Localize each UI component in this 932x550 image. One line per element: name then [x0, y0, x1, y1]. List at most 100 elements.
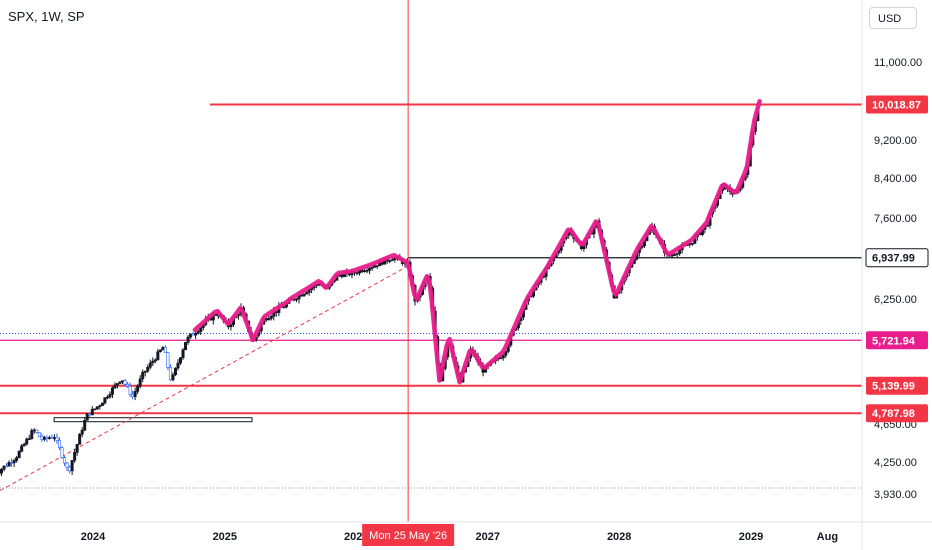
candle-body — [499, 357, 503, 360]
level-price-label: 10,018.87 — [872, 100, 921, 112]
time-tick-label: 2024 — [81, 531, 106, 543]
candle-body — [673, 254, 677, 256]
candle-body — [173, 367, 177, 376]
candle-body — [360, 269, 364, 272]
candle-body — [166, 352, 170, 368]
candle-body — [40, 436, 44, 440]
candle-body — [138, 378, 142, 387]
candle-body — [363, 270, 367, 273]
candle-body — [60, 447, 64, 458]
candle-body — [78, 433, 82, 445]
crosshair-date-label: Mon 25 May '26 — [369, 530, 447, 542]
candle-body — [83, 420, 87, 431]
candle-body — [50, 437, 54, 439]
candle-body — [171, 374, 175, 381]
level-price-badge[interactable] — [866, 331, 928, 350]
candle-body — [103, 397, 107, 404]
candle-body — [110, 387, 114, 395]
candle-body — [136, 385, 140, 392]
candle-body — [340, 274, 344, 278]
price-pane[interactable] — [0, 0, 862, 522]
level-price-badge[interactable] — [865, 248, 929, 268]
candle-body — [45, 436, 49, 439]
candle-body — [189, 333, 193, 338]
level-price-badge[interactable] — [866, 95, 928, 114]
candle-body — [30, 430, 34, 439]
candle-body — [68, 466, 72, 472]
candle-body — [146, 366, 150, 372]
price-tick-label: 11,000.00 — [874, 57, 922, 69]
candle-body — [55, 437, 59, 441]
candle-body — [161, 347, 165, 351]
candle-body — [35, 429, 39, 433]
candle-body — [675, 253, 679, 255]
candle-body — [5, 465, 9, 468]
candle-body — [168, 367, 172, 381]
candle-body — [22, 443, 26, 447]
candle-body — [151, 360, 155, 364]
candle-body — [58, 439, 62, 449]
price-tick-label: 8,400.00 — [874, 173, 917, 185]
candle-body — [131, 393, 135, 397]
candle-body — [93, 408, 97, 411]
level-price-badge[interactable] — [866, 376, 928, 395]
highlight-stroke[interactable] — [192, 98, 762, 385]
candle-body — [153, 359, 157, 362]
candle-body — [158, 349, 162, 352]
candle-body — [191, 333, 195, 336]
candle-body — [123, 380, 127, 385]
candle-body — [98, 405, 102, 408]
candle-body — [95, 406, 99, 410]
range-box[interactable] — [53, 417, 253, 423]
candle-body — [390, 259, 394, 261]
symbol-label[interactable]: SPX, 1W, SP — [8, 9, 85, 24]
candle-body — [176, 362, 180, 369]
candle-body — [126, 383, 130, 387]
candle-body — [113, 384, 117, 389]
candle-body — [504, 351, 508, 356]
candle-body — [184, 342, 188, 351]
candle-body — [15, 457, 19, 461]
candle-body — [355, 272, 359, 275]
candle-body — [20, 445, 24, 452]
candle-body — [229, 324, 233, 328]
candle-body — [85, 413, 89, 421]
currency-button[interactable]: USD — [869, 7, 917, 29]
candle-body — [115, 383, 119, 386]
candle-body — [269, 315, 273, 319]
candle-body — [370, 267, 374, 269]
candle-body — [294, 298, 298, 301]
candle-body — [368, 267, 372, 271]
candle-body — [133, 391, 137, 397]
candle-body — [365, 270, 369, 272]
candle-body — [163, 347, 167, 353]
price-tick-label: 6,250.00 — [874, 294, 917, 306]
price-axis[interactable]: 11,000.00 9,200.00 8,400.00 7,600.00 6,250.0… — [865, 57, 929, 501]
candle-body — [194, 333, 198, 336]
candle-body — [108, 394, 112, 398]
price-tick-label: 3,930.00 — [874, 489, 917, 501]
level-price-badge[interactable] — [866, 404, 928, 423]
candle-body — [52, 437, 56, 439]
candle-body — [80, 429, 84, 435]
candle-body — [118, 381, 122, 384]
candle-body — [88, 413, 92, 416]
level-price-label: 5,139.99 — [872, 381, 915, 393]
time-tick-label: 2027 — [475, 531, 499, 543]
level-price-label: 4,787.98 — [872, 408, 915, 420]
candle-body — [282, 306, 286, 309]
time-tick-label: 2025 — [213, 531, 237, 543]
candle-body — [12, 460, 16, 464]
candle-body — [302, 293, 306, 297]
candle-body — [141, 372, 145, 380]
time-tick-label: 2028 — [607, 531, 631, 543]
candle-body — [181, 349, 185, 359]
candle-body — [65, 462, 69, 468]
candle-body — [37, 432, 41, 437]
candle-body — [70, 460, 74, 472]
candle-body — [388, 260, 392, 262]
time-tick-label: 2029 — [739, 531, 763, 543]
